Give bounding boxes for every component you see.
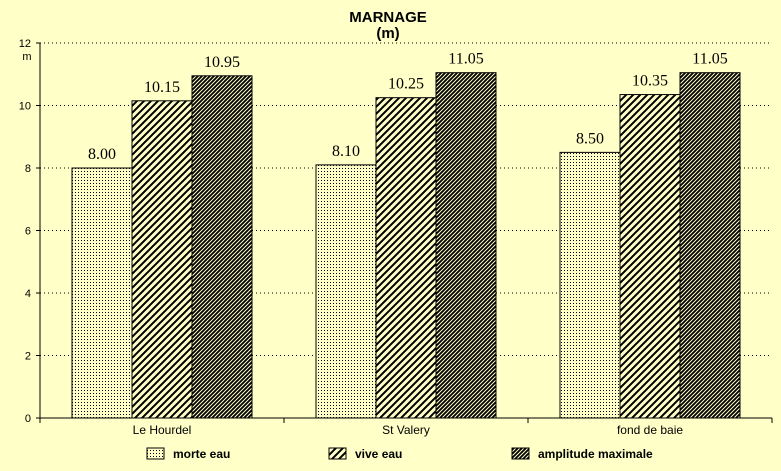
legend-swatch: [146, 447, 165, 460]
bar-value-label: 10.25: [388, 76, 424, 93]
y-tick-label: 6: [25, 226, 31, 238]
legend: morte eau vive eau amplitude maximale: [146, 447, 653, 461]
bar-value-label: 8.00: [88, 146, 116, 163]
bar: [315, 164, 377, 419]
bar-value-label: 8.10: [332, 143, 360, 160]
bar-value-label: 10.95: [204, 54, 240, 71]
y-tick-label: 0: [25, 413, 31, 425]
legend-label: vive eau: [355, 447, 402, 461]
bar: [131, 100, 193, 419]
bar: [71, 167, 133, 419]
x-category-label: St Valery: [382, 423, 430, 437]
y-tick-label: 10: [19, 101, 31, 113]
legend-swatch: [511, 447, 530, 460]
chart-subtitle: (m): [376, 25, 399, 42]
bars: [71, 72, 741, 419]
y-tick-label: 2: [25, 351, 31, 363]
data-labels: 8.00 10.15 10.95 8.10 10.25 11.05 8.50 10.35 11.…: [88, 51, 728, 163]
bar: [435, 72, 497, 419]
legend-label: amplitude maximale: [538, 447, 653, 461]
bar-value-label: 11.05: [692, 51, 727, 68]
x-category-label: fond de baie: [617, 423, 683, 437]
bar: [191, 75, 253, 419]
bar: [619, 94, 681, 419]
bar-value-label: 10.35: [632, 73, 668, 90]
bar: [375, 97, 437, 419]
bar-value-label: 11.05: [448, 51, 483, 68]
y-axis-label: m: [22, 51, 31, 63]
y-tick-label: 12: [19, 38, 31, 50]
legend-swatch: [328, 447, 347, 460]
y-tick-label: 4: [25, 288, 31, 300]
x-category-label: Le Hourdel: [133, 423, 192, 437]
chart-title: MARNAGE: [349, 9, 427, 26]
bar: [559, 151, 621, 419]
bar: [679, 72, 741, 419]
bar-value-label: 8.50: [576, 130, 604, 147]
y-tick-label: 8: [25, 163, 31, 175]
legend-label: morte eau: [173, 447, 230, 461]
bar-value-label: 10.15: [144, 79, 180, 96]
